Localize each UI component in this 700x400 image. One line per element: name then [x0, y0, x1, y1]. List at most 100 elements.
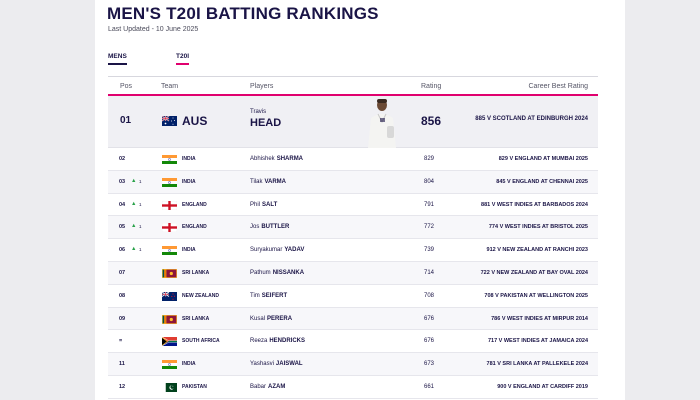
table-row[interactable]: 08 NEW ZEALAND Tim SEIFERT 708 708 V PAKISTAN…	[108, 284, 598, 308]
rank-position: 09	[119, 315, 126, 322]
player-first-name: Yashasvi	[250, 361, 274, 368]
rank-up-icon: ▲	[131, 200, 137, 207]
career-best: 774 V WEST INDIES AT BRISTOL 2025	[488, 224, 588, 231]
player-last-name: PERERA	[267, 315, 293, 322]
player-rating: 714	[424, 269, 435, 276]
india-flag-icon	[162, 246, 177, 256]
player-rating: 673	[424, 361, 435, 368]
player-last-name: BUTTLER	[261, 224, 290, 231]
column-pos: Pos	[120, 83, 133, 90]
player-first-name: Pathum	[250, 269, 271, 276]
rankings-table: Pos Team Players Rating Career Best Rati…	[108, 77, 598, 399]
rank-position: 05	[119, 224, 126, 231]
player-rating: 661	[424, 383, 435, 390]
table-row[interactable]: 03 ▲ 1 INDIA Tilak VARMA 804 845 V ENGLAND AT C…	[108, 170, 598, 194]
table-row[interactable]: 04 ▲ 1 ENGLAND Phil SALT 791 881 V WEST INDIES …	[108, 193, 598, 217]
player-last-name: SALT	[262, 201, 278, 208]
rank-up-icon: ▲	[131, 177, 137, 184]
tab-mens[interactable]: MENS	[108, 53, 127, 65]
player-name: Phil SALT	[250, 202, 277, 208]
player-first-name: Reeza	[250, 338, 268, 345]
player-rating: 804	[424, 178, 435, 185]
rank-change: 1	[139, 178, 142, 184]
table-row[interactable]: = SOUTH AFRICA Reeza HENDRICKS 676 717 V WEST…	[108, 330, 598, 354]
player-photo	[362, 96, 402, 148]
team-name: ENGLAND	[182, 224, 207, 231]
england-flag-icon	[162, 223, 177, 233]
srilanka-flag-icon	[162, 314, 177, 324]
team-name: SRI LANKA	[182, 315, 210, 322]
column-career-best: Career Best Rating	[528, 83, 588, 90]
player-last-name: AZAM	[268, 383, 286, 390]
top-ranked-row[interactable]: 01 AUS Travis	[108, 96, 598, 148]
player-name: Babar AZAM	[250, 384, 285, 390]
team-name: SOUTH AFRICA	[182, 338, 220, 345]
player-name: Suryakumar YADAV	[250, 247, 304, 253]
player-first-name: Tim	[250, 292, 260, 299]
career-best: 881 V WEST INDIES AT BARBADOS 2024	[481, 201, 588, 208]
player-rating: 676	[424, 338, 435, 345]
rank-position: 11	[119, 361, 125, 368]
table-row[interactable]: 06 ▲ 1 INDIA Suryakumar YADAV 739 912 V NEW ZEA…	[108, 239, 598, 262]
player-name: Pathum NISSANKA	[250, 270, 304, 276]
player-first-name: Suryakumar	[250, 247, 283, 254]
player-rating: 676	[424, 315, 435, 322]
table-row[interactable]: 12 PAKISTAN Babar AZAM 661 900 V ENGLAND AT C…	[108, 375, 598, 399]
team-name: INDIA	[182, 178, 196, 185]
player-name: Abhishek SHARMA	[250, 156, 303, 162]
table-header: Pos Team Players Rating Career Best Rati…	[108, 77, 598, 96]
team-name: NEW ZEALAND	[182, 292, 219, 299]
career-best: 722 V NEW ZEALAND AT BAY OVAL 2024	[480, 269, 588, 276]
player-first-name: Kusal	[250, 315, 266, 322]
rank-up-icon: ▲	[131, 246, 137, 253]
player-rating: 829	[424, 156, 435, 162]
team-name: ENGLAND	[182, 201, 207, 208]
player-name: Kusal PERERA	[250, 316, 292, 322]
player-name: Yashasvi JAISWAL	[250, 361, 303, 367]
player-last-name: HEAD	[250, 117, 282, 129]
table-row[interactable]: 05 ▲ 1 ENGLAND Jos BUTTLER 772 774 V WEST INDIE…	[108, 216, 598, 240]
nz-flag-icon	[162, 291, 177, 301]
player-rating: 856	[421, 114, 442, 128]
srilanka-flag-icon	[162, 268, 177, 278]
player-last-name: YADAV	[284, 247, 305, 254]
player-first-name: Babar	[250, 383, 267, 390]
player-name: Jos BUTTLER	[250, 224, 289, 230]
player-rating: 739	[424, 247, 435, 254]
rank-change: 1	[139, 224, 142, 230]
table-row[interactable]: 07 SRI LANKA Pathum NISSANKA 714 722 V NEW ZE…	[108, 261, 598, 285]
england-flag-icon	[162, 200, 177, 210]
column-team: Team	[161, 83, 179, 90]
player-last-name: SHARMA	[276, 156, 304, 162]
career-best: 717 V WEST INDIES AT JAMAICA 2024	[487, 338, 588, 345]
career-best: 845 V ENGLAND AT CHENNAI 2025	[496, 178, 588, 185]
player-last-name: SEIFERT	[261, 292, 288, 299]
career-best: 786 V WEST INDIES AT MIRPUR 2014	[491, 315, 588, 322]
page-title: MEN'S T20I BATTING RANKINGS	[107, 4, 379, 23]
rank-change: 1	[139, 247, 142, 253]
rank-position: 03	[119, 178, 126, 185]
player-last-name: VARMA	[264, 178, 287, 185]
rank-position: 08	[119, 292, 126, 299]
career-best: 829 V ENGLAND AT MUMBAI 2025	[498, 156, 588, 162]
table-row[interactable]: 02 INDIA Abhishek SHARMA 829 829 V ENGLAND AT…	[108, 148, 598, 171]
team-name: INDIA	[182, 361, 196, 368]
player-first-name: Tilak	[250, 178, 263, 185]
team-name: AUS	[182, 114, 208, 128]
tab-t20i[interactable]: T20I	[176, 53, 190, 65]
player-last-name: HENDRICKS	[269, 338, 306, 345]
rank-position: =	[119, 338, 123, 345]
player-rating: 772	[424, 224, 435, 231]
table-row[interactable]: 09 SRI LANKA Kusal PERERA 676 786 V WEST INDI…	[108, 307, 598, 331]
column-rating: Rating	[421, 83, 442, 90]
rank-position: 07	[119, 269, 126, 276]
team-name: INDIA	[182, 247, 196, 254]
player-name: Tim SEIFERT	[250, 293, 287, 299]
team-name: PAKISTAN	[182, 383, 207, 390]
player-last-name: JAISWAL	[275, 361, 303, 368]
rank-change: 1	[139, 201, 142, 207]
player-first-name: Phil	[250, 201, 261, 208]
table-row[interactable]: 11 INDIA Yashasvi JAISWAL 673 781 V SRI LANKA…	[108, 353, 598, 376]
player-first-name: Travis	[250, 109, 267, 115]
column-players: Players	[250, 83, 274, 90]
